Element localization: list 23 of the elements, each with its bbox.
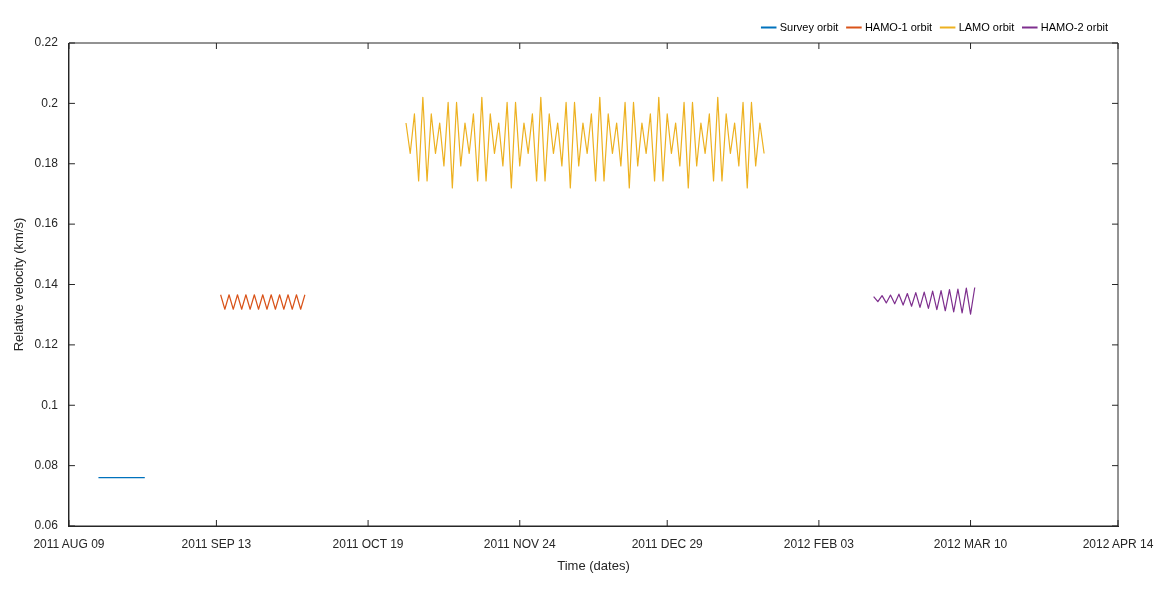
y-tick-label: 0.2 [41,95,59,110]
legend-label: HAMO-2 orbit [1040,20,1109,33]
y-tick-label: 0.14 [34,276,59,291]
y-tick-label: 0.08 [34,457,59,472]
x-tick-label: 2012 MAR 10 [933,536,1008,551]
y-tick-label: 0.12 [34,337,59,352]
y-tick-label: 0.22 [34,35,59,50]
legend-label: LAMO orbit [958,20,1015,33]
x-tick-label: 2012 FEB 03 [783,536,855,551]
x-tick-label: 2012 APR 14 [1082,536,1154,551]
x-axis-title: Time (dates) [557,557,630,573]
legend-label: HAMO-1 orbit [864,20,933,33]
x-tick-label: 2011 NOV 24 [483,536,556,551]
x-tick-label: 2011 OCT 19 [332,536,404,551]
y-axis-title: Relative velocity (km/s) [11,217,27,352]
x-tick-label: 2011 AUG 09 [33,536,105,551]
legend-label: Survey orbit [779,20,839,33]
y-tick-label: 0.06 [34,518,59,533]
x-tick-label: 2011 DEC 29 [631,536,704,551]
x-tick-label: 2011 SEP 13 [181,536,252,551]
y-tick-label: 0.1 [41,397,59,412]
y-tick-label: 0.16 [34,216,59,231]
y-tick-label: 0.18 [34,156,59,171]
